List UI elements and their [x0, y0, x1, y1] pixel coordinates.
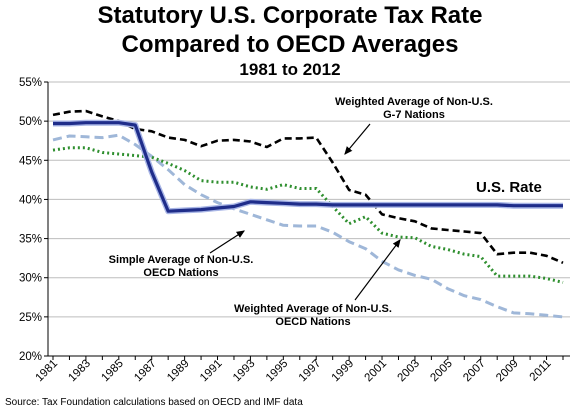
oecd-simple-average-line [52, 133, 564, 319]
us-rate-label: U.S. Rate [476, 179, 542, 196]
g7-arrow [344, 123, 371, 155]
weighted-oecd-label-line2: OECD Nations [275, 316, 350, 328]
gridlines [48, 81, 570, 318]
simple-avg-label-line2: OECD Nations [143, 267, 218, 279]
y-tick-label: 35% [19, 234, 42, 246]
x-axis-ticks: 1981 1983 1985 1987 1989 1991 1993 1995 1997 1999… [34, 356, 564, 385]
us-rate-line [53, 121, 563, 213]
y-tick-label: 20% [19, 351, 42, 363]
y-tick-label: 25% [19, 312, 42, 324]
simple-avg-label-line1: Simple Average of Non-U.S. [109, 254, 254, 266]
x-tick-label: 1999 [330, 358, 357, 385]
source-note: Source: Tax Foundation calculations base… [5, 397, 303, 408]
y-tick-label: 55% [19, 77, 42, 89]
g7-label-line1: Weighted Average of Non-U.S. [335, 96, 493, 108]
y-tick-label: 50% [19, 116, 42, 128]
x-tick-label: 2009 [494, 358, 521, 385]
simple-avg-arrow [209, 230, 246, 254]
us-rate-line-halo [53, 119, 563, 215]
y-tick-label: 30% [19, 273, 42, 285]
x-tick-label: 1989 [165, 358, 192, 385]
x-tick-label: 1985 [99, 358, 126, 385]
weighted-oecd-arrow [354, 239, 401, 301]
y-axis-ticks: 20% 25% 30% 35% 40% 45% 50% 55% [19, 77, 48, 363]
oecd-weighted-average-line [52, 146, 564, 284]
x-tick-label: 2001 [363, 358, 390, 385]
y-tick-label: 45% [19, 155, 42, 167]
chart-title-line1: Statutory U.S. Corporate Tax Rate [97, 2, 483, 29]
x-tick-label: 2005 [428, 358, 455, 385]
x-tick-label: 1993 [231, 358, 258, 385]
x-tick-label: 1987 [132, 358, 159, 385]
x-tick-label: 1995 [264, 358, 291, 385]
chart-subtitle: 1981 to 2012 [239, 60, 341, 79]
y-tick-label: 40% [19, 194, 42, 206]
g7-label-line2: G-7 Nations [383, 109, 445, 121]
x-tick-label: 1991 [198, 358, 225, 385]
series-layer [52, 109, 564, 319]
chart-title-line2: Compared to OECD Averages [121, 31, 459, 58]
weighted-oecd-label-line1: Weighted Average of Non-U.S. [234, 303, 392, 315]
x-tick-label: 2011 [528, 358, 554, 384]
x-tick-label: 2003 [395, 358, 422, 385]
x-tick-label: 2007 [461, 358, 488, 385]
x-tick-label: 1997 [297, 358, 324, 385]
x-tick-label: 1983 [66, 358, 93, 385]
